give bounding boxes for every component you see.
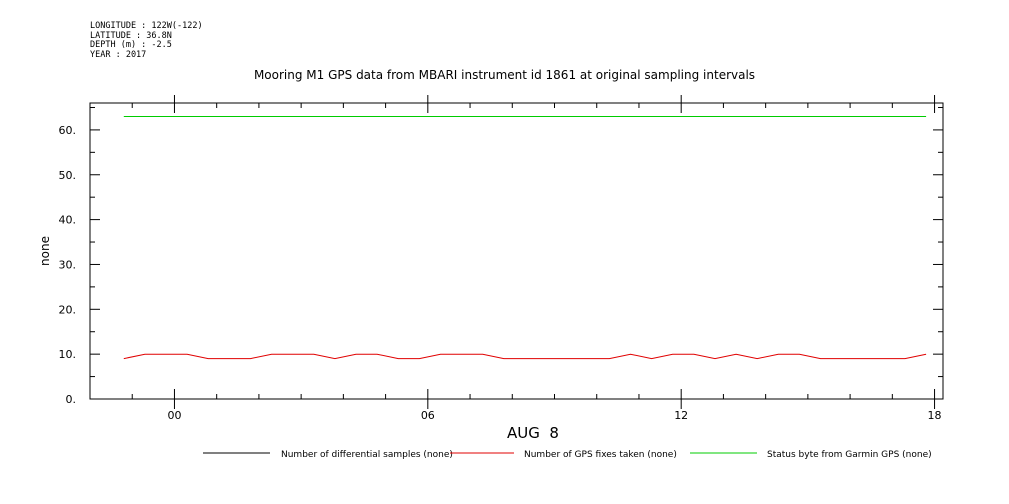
y-tick-label: 0. [66,393,77,406]
legend-label-0: Number of differential samples (none) [281,450,453,460]
depth-label: DEPTH (m) : -2.5 [90,40,172,51]
y-tick-label: 40. [59,214,77,227]
chart-title: Mooring M1 GPS data from MBARI instrumen… [253,68,756,82]
y-axis: 0. 10. 20. 30. 40. 50. 60. [59,106,943,406]
x-axis: 00 06 12 18 [89,95,942,422]
legend-label-1: Number of GPS fixes taken (none) [524,450,677,460]
legend-label-2: Status byte from Garmin GPS (none) [767,450,932,460]
year-label: YEAR : 2017 [90,49,147,60]
y-tick-label: 60. [59,124,77,137]
y-tick-label: 30. [59,258,77,271]
latitude-label: LATITUDE : 36.8N [90,30,172,41]
y-tick-label: 10. [59,348,77,361]
series-line-1 [123,353,927,360]
x-tick-label: 06 [421,409,435,422]
x-tick-label: 18 [928,409,942,422]
y-tick-label: 20. [59,303,77,316]
date-axis-label: AUG 8 [507,424,559,442]
legend: Number of differential samples (none) Num… [203,450,932,460]
series-layer [123,116,927,360]
metadata-block: LONGITUDE : 122W(-122) LATITUDE : 36.8N … [90,21,203,60]
y-axis-title: none [38,236,52,266]
x-tick-label: 12 [674,409,688,422]
longitude-label: LONGITUDE : 122W(-122) [90,21,203,31]
y-tick-label: 50. [59,169,77,182]
plot-frame [89,102,944,400]
x-tick-label: 00 [167,409,181,422]
